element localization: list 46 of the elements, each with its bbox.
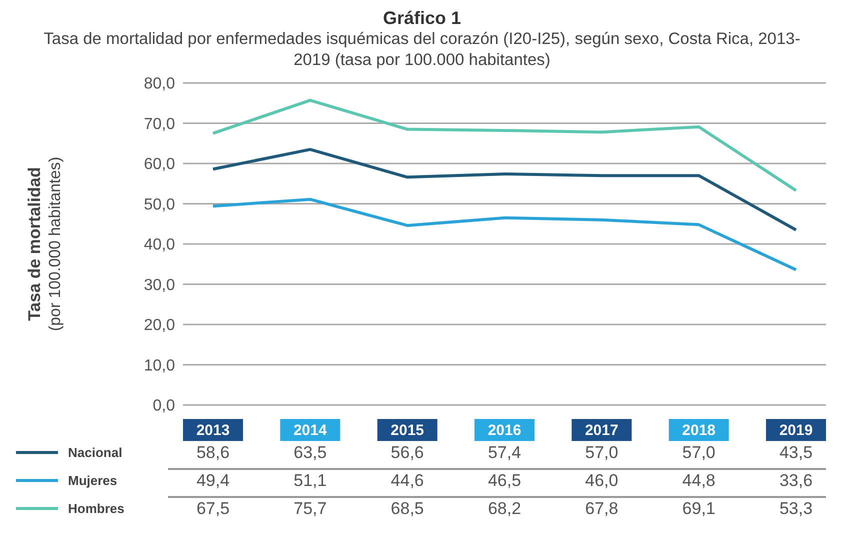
- y-tick-label: 10,0: [144, 357, 176, 374]
- data-label: 44,8: [681, 471, 716, 491]
- line-series: [212, 98, 798, 192]
- line-series: [212, 198, 798, 272]
- y-tick-label: 50,0: [144, 196, 176, 214]
- x-tick-label: 2015: [390, 422, 424, 439]
- data-label: 44,6: [390, 471, 425, 491]
- y-tick-label: 20,0: [144, 317, 176, 334]
- data-label: 68,2: [486, 499, 522, 519]
- data-label: 67,8: [584, 499, 620, 519]
- data-label: 51,1: [292, 471, 328, 491]
- data-label: 57,0: [681, 443, 716, 463]
- data-label: 63,5: [292, 443, 328, 463]
- data-label: 46,5: [486, 471, 522, 491]
- data-label: 57,0: [584, 443, 620, 463]
- x-tick-label: 2016: [488, 422, 522, 439]
- line-series: [212, 148, 798, 232]
- y-tick-label: 80,0: [144, 76, 176, 93]
- y-tick-label: 30,0: [144, 276, 176, 294]
- data-label: 56,6: [390, 443, 425, 463]
- data-label: 49,4: [195, 471, 231, 491]
- x-tick-label: 2013: [196, 422, 230, 439]
- data-label: 53,3: [778, 499, 814, 519]
- y-axis-title: Tasa de mortalidad (por 100.000 habitantes): [25, 156, 64, 332]
- x-tick-label: 2019: [779, 422, 813, 439]
- data-label: 68,5: [390, 499, 425, 519]
- x-tick-label: 2014: [293, 422, 328, 439]
- data-label: 67,5: [195, 499, 231, 519]
- data-label: 46,0: [584, 471, 620, 491]
- y-tick-label: 60,0: [144, 156, 176, 174]
- chart-title: Gráfico 1: [382, 8, 462, 29]
- legend-label: Mujeres: [67, 473, 118, 488]
- data-label: 69,1: [681, 499, 716, 519]
- data-label: 75,7: [292, 499, 328, 519]
- legend-label: Hombres: [67, 501, 124, 516]
- y-tick-label: 70,0: [144, 116, 176, 133]
- y-tick-label: 0,0: [152, 398, 176, 415]
- chart-subtitle: Tasa de mortalidad por enfermedades isquémicas del corazón (I20-I25), según sexo, Costa Rica, 2013-2019 (tasa por 100.000 habitantes): [42, 29, 802, 71]
- x-tick-label: 2017: [584, 422, 618, 439]
- legend-label: Nacional: [67, 445, 122, 460]
- data-label: 58,6: [195, 443, 231, 463]
- x-tick-label: 2018: [682, 422, 716, 439]
- data-label: 57,4: [486, 443, 522, 463]
- data-label: 33,6: [778, 471, 814, 491]
- y-tick-label: 40,0: [144, 236, 176, 254]
- data-label: 43,5: [778, 443, 814, 463]
